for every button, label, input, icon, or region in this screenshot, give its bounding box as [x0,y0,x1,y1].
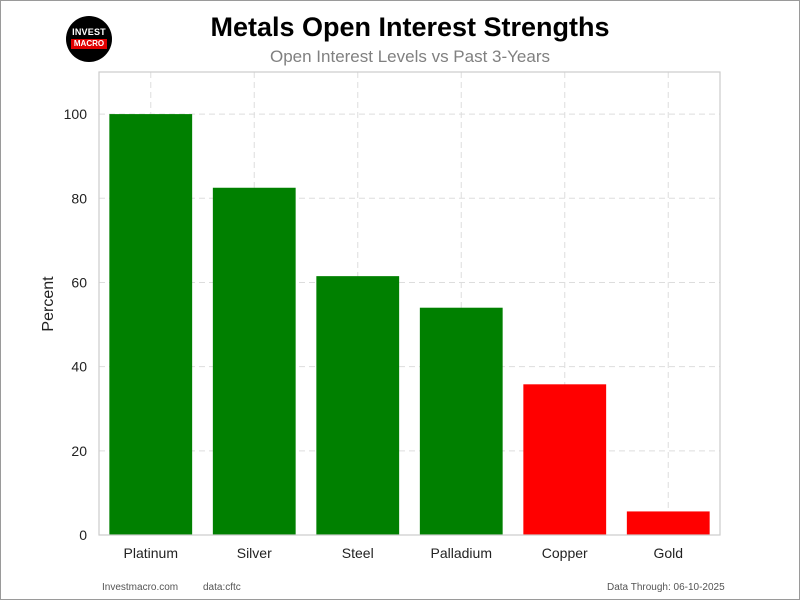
investmacro-logo: INVEST MACRO [66,16,112,62]
y-tick-label: 60 [71,274,87,290]
footer-source: data:cftc [203,582,241,593]
footer-site: Investmacro.com [102,582,179,593]
bar-layer [109,114,710,535]
y-tick-label: 80 [71,190,87,206]
plot-area-border [98,71,721,536]
bar-palladium [419,307,503,535]
x-tick-label: Silver [237,545,272,561]
x-tick-label: Steel [342,545,374,561]
y-tick-label: 0 [79,527,87,543]
logo-line2: MACRO [71,39,107,49]
x-tick-label: Gold [653,545,683,561]
y-tick-label: 100 [64,106,88,122]
chart-subtitle: Open Interest Levels vs Past 3-Years [269,47,551,66]
logo-line1: INVEST [72,27,106,37]
bar-gold [626,511,710,535]
bar-silver [212,187,296,535]
y-axis-label: Percent [40,276,57,332]
footer-date: Data Through: 06-10-2025 [607,582,725,593]
chart-title: Metals Open Interest Strengths [210,12,610,42]
tick-layer: 0 20 40 60 80 100 Platinum Silver Steel Palladium… [64,106,683,561]
bar-platinum [109,114,193,535]
bar-steel [316,276,400,535]
y-tick-label: 20 [71,443,87,459]
x-tick-label: Palladium [431,545,492,561]
bar-copper [523,384,607,535]
y-tick-label: 40 [71,359,87,375]
x-tick-label: Platinum [124,545,178,561]
x-tick-label: Copper [542,545,588,561]
